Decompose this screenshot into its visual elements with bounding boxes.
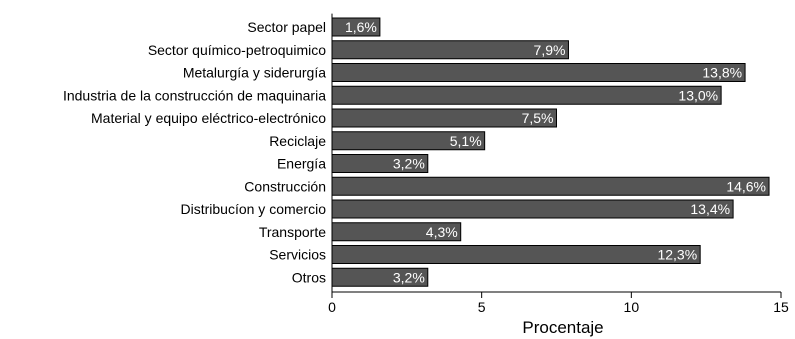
x-tick-label: 15 — [773, 299, 789, 315]
category-label: Energía — [277, 156, 326, 172]
bar-value-label: 7,9% — [534, 42, 566, 58]
x-axis-title: Procentaje — [522, 318, 603, 337]
category-label: Material y equipo eléctrico-electrónico — [91, 110, 326, 126]
bar-value-label: 4,3% — [426, 224, 458, 240]
x-axis: 0 5 10 15 — [328, 13, 789, 315]
category-label: Servicios — [269, 247, 326, 263]
x-tick-label: 0 — [328, 299, 336, 315]
bar-value-label: 13,8% — [702, 65, 742, 81]
bar-value-label: 13,4% — [690, 201, 730, 217]
category-label: Industria de la construcción de maquinar… — [63, 87, 326, 103]
bar-value-label: 3,2% — [393, 269, 425, 285]
x-tick-label: 10 — [624, 299, 640, 315]
category-label: Transporte — [259, 224, 326, 240]
bar — [331, 199, 734, 219]
category-label: Construcción — [244, 178, 326, 194]
bar-value-label: 13,0% — [678, 87, 718, 103]
category-label: Reciclaje — [269, 133, 326, 149]
category-label: Otros — [292, 269, 326, 285]
bar-value-label: 1,6% — [345, 19, 377, 35]
category-label: Sector papel — [247, 19, 326, 35]
x-tick-label: 5 — [478, 299, 486, 315]
bar — [331, 176, 770, 196]
bar-value-label: 3,2% — [393, 156, 425, 172]
bar-value-label: 5,1% — [450, 133, 482, 149]
bar — [331, 245, 701, 264]
category-label: Metalurgía y siderurgía — [183, 65, 326, 81]
bar — [331, 85, 722, 105]
bars-layer: Sector papel 1,6% Sector químico-petroquim… — [63, 17, 770, 287]
category-label: Distribucíon y comercio — [181, 201, 327, 217]
category-label: Sector químico-petroquimico — [148, 42, 326, 58]
bar — [331, 63, 746, 82]
bar-value-label: 12,3% — [657, 247, 697, 263]
bar-value-label: 7,5% — [522, 110, 554, 126]
bar-value-label: 14,6% — [726, 178, 766, 194]
